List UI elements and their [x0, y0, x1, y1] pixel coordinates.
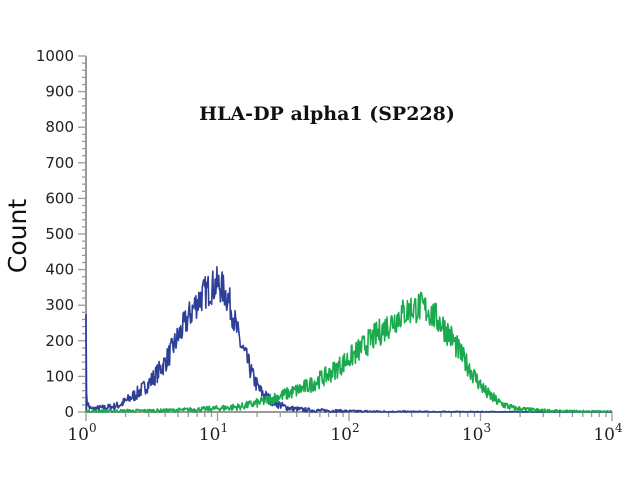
y-tick-label: 100 [45, 367, 74, 385]
y-tick-label: 200 [45, 332, 74, 350]
y-tick-label: 500 [45, 225, 74, 243]
x-tick-label: 103 [462, 421, 491, 445]
x-tick-label: 104 [593, 421, 623, 445]
x-tick-label: 102 [330, 421, 359, 445]
y-tick-label: 600 [45, 189, 74, 207]
y-tick-label: 900 [45, 83, 74, 101]
y-axis-label: Count [3, 199, 32, 273]
x-tick-label: 101 [199, 421, 228, 445]
y-tick-label: 1000 [36, 47, 74, 65]
y-tick-label: 0 [64, 403, 74, 421]
y-tick-label: 700 [45, 154, 74, 172]
series-layer [85, 266, 613, 413]
series-line-2 [85, 291, 613, 413]
y-tick-label: 800 [45, 118, 74, 136]
y-tick-label: 400 [45, 261, 74, 279]
x-tick-label: 100 [67, 421, 96, 445]
y-tick-label: 300 [45, 296, 74, 314]
series-line-1 [85, 266, 613, 413]
chart-title: HLA-DP alpha1 (SP228) [199, 103, 455, 125]
